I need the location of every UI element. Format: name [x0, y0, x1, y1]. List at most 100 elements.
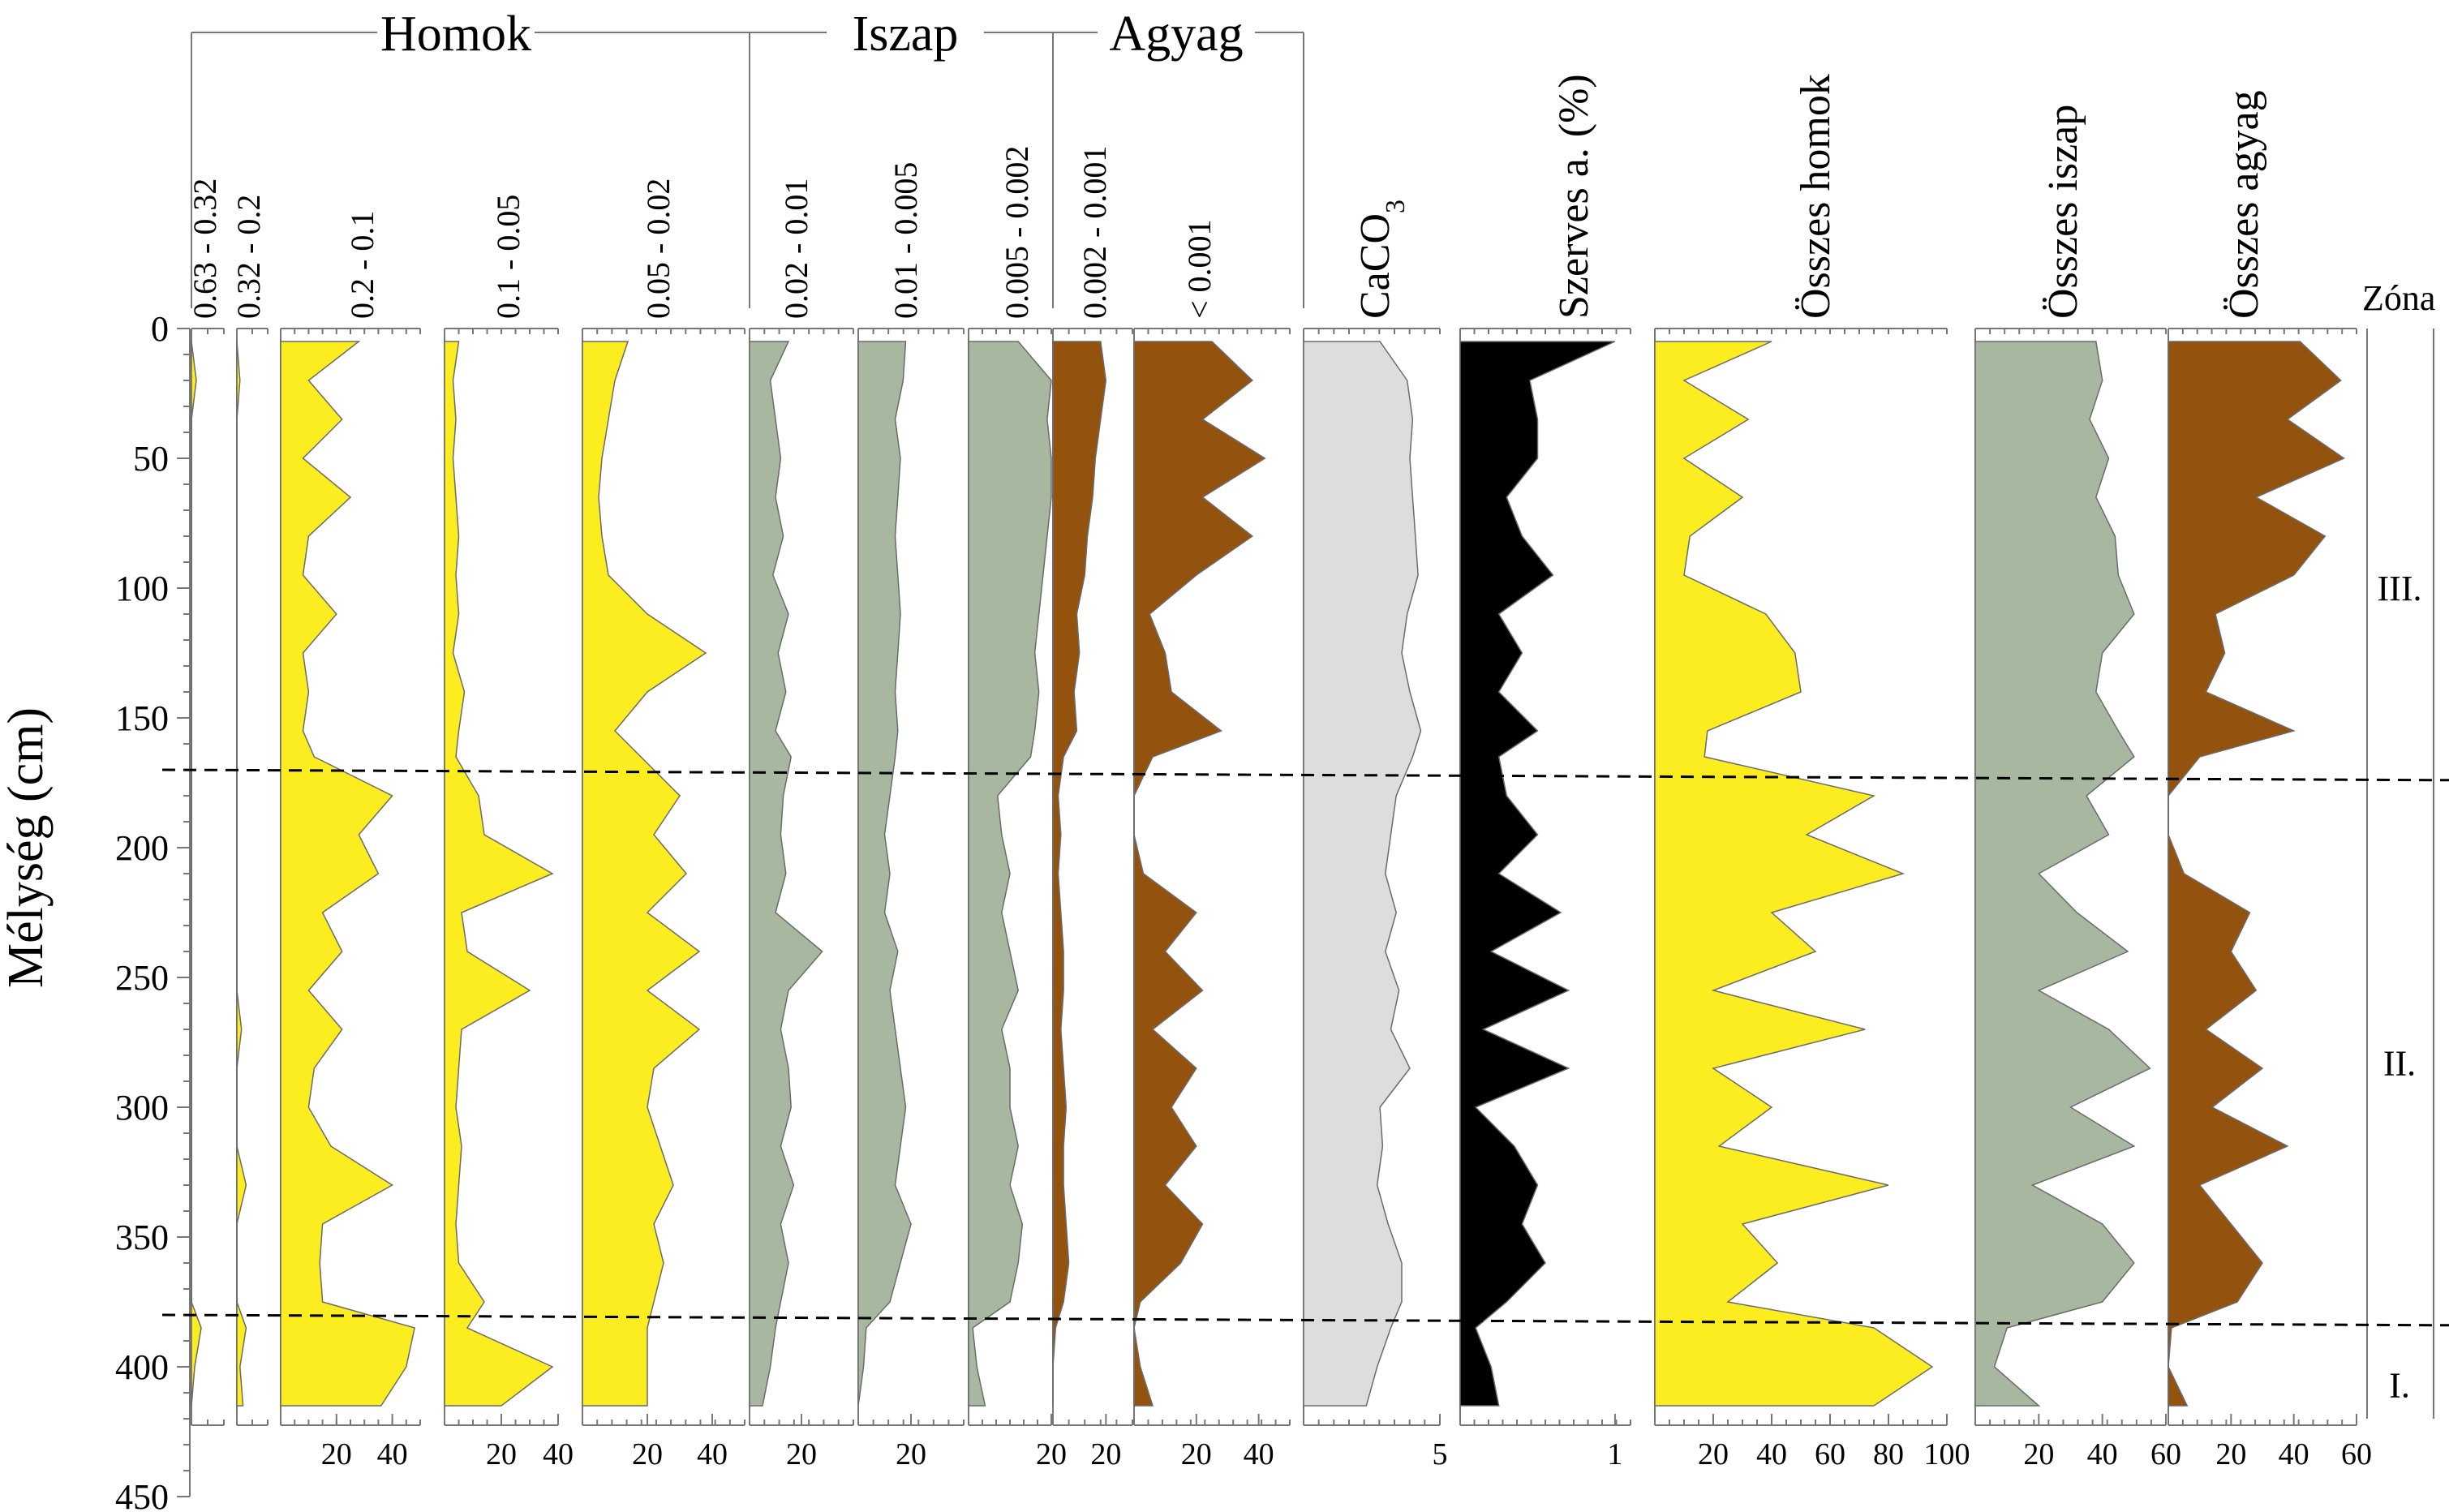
x-tick-label: 5 [1433, 1437, 1448, 1471]
area-profile [444, 341, 554, 1407]
panel-12: 20 40 60 80 100 Összes homok [1654, 74, 1970, 1471]
series-title: 0.2 - 0.1 [344, 211, 380, 319]
depth-tick-label: 350 [115, 1218, 169, 1257]
area-profile [2168, 341, 2346, 1407]
depth-tick-label: 200 [115, 828, 169, 868]
group-header: Homok [191, 6, 750, 308]
series-title-sub: 3 [1381, 200, 1411, 213]
series-title: < 0.001 [1181, 219, 1218, 319]
x-tick-label: 60 [2150, 1437, 2181, 1471]
zones: Zóna III. II. I. [161, 278, 2449, 1419]
depth-tick-label: 450 [115, 1477, 169, 1512]
area-profile [1974, 341, 2151, 1407]
area-profile [1052, 341, 1107, 1406]
area-profile [968, 341, 1052, 1407]
x-tick-label: 60 [2341, 1437, 2372, 1471]
series-title: 0.1 - 0.05 [490, 195, 526, 319]
series-title: 0.002 - 0.001 [1076, 146, 1113, 319]
x-tick-label: 40 [697, 1437, 728, 1471]
area-profile [857, 341, 912, 1407]
panel-6: 20 0.01 - 0.005 [857, 162, 965, 1471]
panel-9: 20 40 < 0.001 [1133, 219, 1291, 1471]
panel-1: 0.32 - 0.2 [230, 195, 269, 1426]
panel-5: 20 0.02 - 0.01 [749, 178, 854, 1471]
depth-tick-label: 300 [115, 1088, 169, 1128]
x-tick-label: 20 [1698, 1437, 1729, 1471]
x-tick-label: 1 [1607, 1437, 1622, 1471]
group-label: Iszap [853, 6, 959, 62]
area-profile [582, 341, 707, 1407]
zone-boundary-line [161, 768, 2449, 782]
panel-0: 0.63 - 0.32 [187, 178, 225, 1426]
series-title: Szerves a. (%) [1551, 74, 1597, 319]
series-title-main: CaCO [1352, 213, 1399, 319]
depth-tick-label: 150 [115, 698, 169, 738]
x-tick-label: 20 [1036, 1437, 1067, 1471]
area-profile [1303, 341, 1422, 1407]
zone-label: I. [2389, 1365, 2410, 1405]
depth-tick-label: 250 [115, 958, 169, 998]
panels: 0.63 - 0.32 0.32 - 0.2 20 40 0.2 - 0.1 20 40 0.… [187, 74, 2372, 1471]
area-profile [280, 341, 415, 1407]
panel-2: 20 40 0.2 - 0.1 [280, 211, 421, 1471]
depth-tick-label: 100 [115, 569, 169, 608]
panel-14: 20 40 60 Összes agyag [2168, 90, 2372, 1471]
area-profile [191, 341, 202, 1407]
series-title: 0.63 - 0.32 [187, 178, 223, 319]
x-tick-label: 20 [786, 1437, 817, 1471]
x-tick-label: 20 [1181, 1437, 1212, 1471]
x-tick-label: 40 [2087, 1437, 2118, 1471]
x-tick-label: 40 [1756, 1437, 1787, 1471]
x-tick-label: 20 [2023, 1437, 2054, 1471]
group-header: Iszap [749, 6, 1054, 308]
depth-tick-label: 50 [133, 439, 169, 479]
x-tick-label: 100 [1924, 1437, 1970, 1471]
group-label: Homok [380, 6, 531, 62]
x-tick-label: 20 [896, 1437, 926, 1471]
x-tick-label: 20 [1090, 1437, 1121, 1471]
area-profile [236, 341, 247, 1407]
depth-tick-label: 400 [115, 1347, 169, 1387]
series-title: Összes iszap [2040, 105, 2086, 319]
group-headers: Homok Iszap Agyag [191, 6, 1304, 308]
area-profile [1459, 341, 1616, 1407]
depth-axis-label: Mélység (cm) [0, 707, 54, 988]
series-title: Összes homok [1793, 74, 1839, 319]
panel-13: 20 40 60 Összes iszap [1974, 105, 2181, 1471]
x-tick-label: 80 [1873, 1437, 1904, 1471]
series-title: CaCO3 [1352, 200, 1411, 319]
x-tick-label: 40 [2279, 1437, 2309, 1471]
series-title: 0.05 - 0.02 [640, 178, 677, 319]
x-tick-label: 20 [486, 1437, 517, 1471]
zone-label: III. [2378, 569, 2422, 608]
area-profile [1133, 341, 1266, 1407]
panel-10: 5 CaCO3 [1303, 200, 1448, 1471]
panel-4: 20 40 0.05 - 0.02 [582, 178, 745, 1471]
area-profile [749, 341, 823, 1407]
depth-axis: 0 50 100 150 200 250 300 350 400 450 Mélység (cm) [0, 309, 191, 1512]
zone-header: Zóna [2362, 278, 2435, 318]
series-title: 0.01 - 0.005 [887, 162, 924, 319]
series-title: 0.005 - 0.002 [999, 146, 1035, 319]
group-label: Agyag [1109, 6, 1243, 62]
series-title: Összes agyag [2221, 90, 2267, 319]
panel-8: 20 0.002 - 0.001 [1052, 146, 1133, 1471]
x-tick-label: 40 [1244, 1437, 1274, 1471]
x-tick-label: 40 [377, 1437, 408, 1471]
panel-11: 1 Szerves a. (%) [1459, 74, 1631, 1471]
x-tick-label: 20 [2215, 1437, 2246, 1471]
group-header: Agyag [1052, 6, 1304, 308]
x-tick-label: 20 [632, 1437, 663, 1471]
area-profile [1654, 341, 1934, 1407]
x-tick-label: 60 [1815, 1437, 1845, 1471]
panel-3: 20 40 0.1 - 0.05 [444, 195, 574, 1471]
series-title: 0.32 - 0.2 [230, 195, 267, 319]
zone-label: II. [2383, 1044, 2416, 1084]
x-tick-label: 40 [543, 1437, 574, 1471]
panel-7: 20 0.005 - 0.002 [968, 146, 1067, 1471]
x-tick-label: 20 [321, 1437, 352, 1471]
depth-tick-label: 0 [151, 309, 169, 349]
series-title: 0.02 - 0.01 [778, 178, 814, 319]
zone-boundary-line [161, 1313, 2449, 1327]
